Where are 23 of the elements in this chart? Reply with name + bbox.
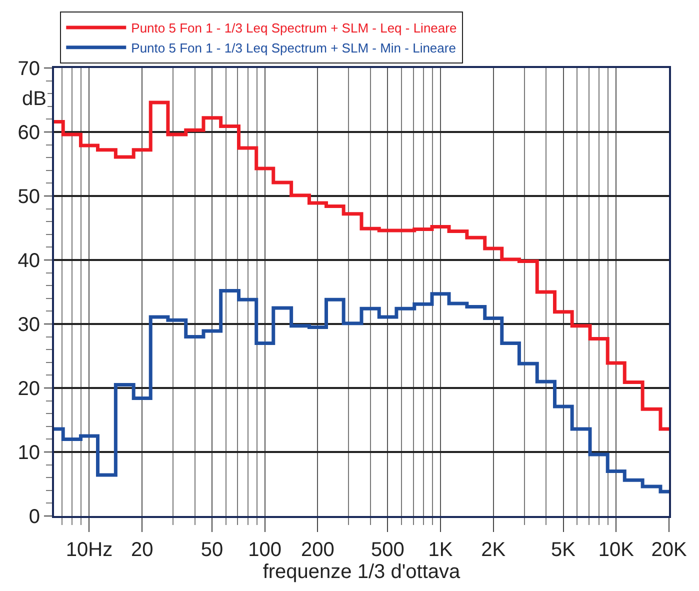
y-axis-title: dB bbox=[22, 88, 46, 110]
x-tick-label: 2K bbox=[481, 539, 506, 561]
x-tick-label: 200 bbox=[301, 539, 334, 561]
x-tick-label: 50 bbox=[200, 539, 224, 561]
x-tick-label: 10Hz bbox=[66, 539, 113, 561]
y-tick-label: 30 bbox=[18, 314, 40, 336]
y-tick-label: 0 bbox=[28, 506, 40, 528]
y-tick-label: 20 bbox=[18, 378, 40, 400]
legend-label: Punto 5 Fon 1 - 1/3 Leq Spectrum + SLM - Min - Lineare bbox=[131, 40, 456, 56]
x-tick-label: 1K bbox=[428, 539, 454, 561]
x-tick-label: 100 bbox=[248, 539, 282, 561]
x-tick-label: 20 bbox=[130, 539, 154, 561]
y-tick-label: 50 bbox=[18, 186, 40, 208]
x-tick-label: 20K bbox=[651, 539, 688, 561]
y-tick-label: 10 bbox=[18, 442, 40, 464]
y-tick-label: 40 bbox=[18, 250, 40, 272]
y-tick-label: 60 bbox=[18, 122, 40, 144]
legend-label: Punto 5 Fon 1 - 1/3 Leq Spectrum + SLM - Leq - Lineare bbox=[131, 20, 457, 36]
y-tick-label: 70 bbox=[18, 58, 40, 80]
x-tick-label: 5K bbox=[551, 539, 576, 561]
x-axis-title: frequenze 1/3 d'ottava bbox=[262, 561, 462, 583]
x-tick-label: 10K bbox=[598, 539, 635, 561]
x-tick-label: 500 bbox=[370, 539, 404, 561]
